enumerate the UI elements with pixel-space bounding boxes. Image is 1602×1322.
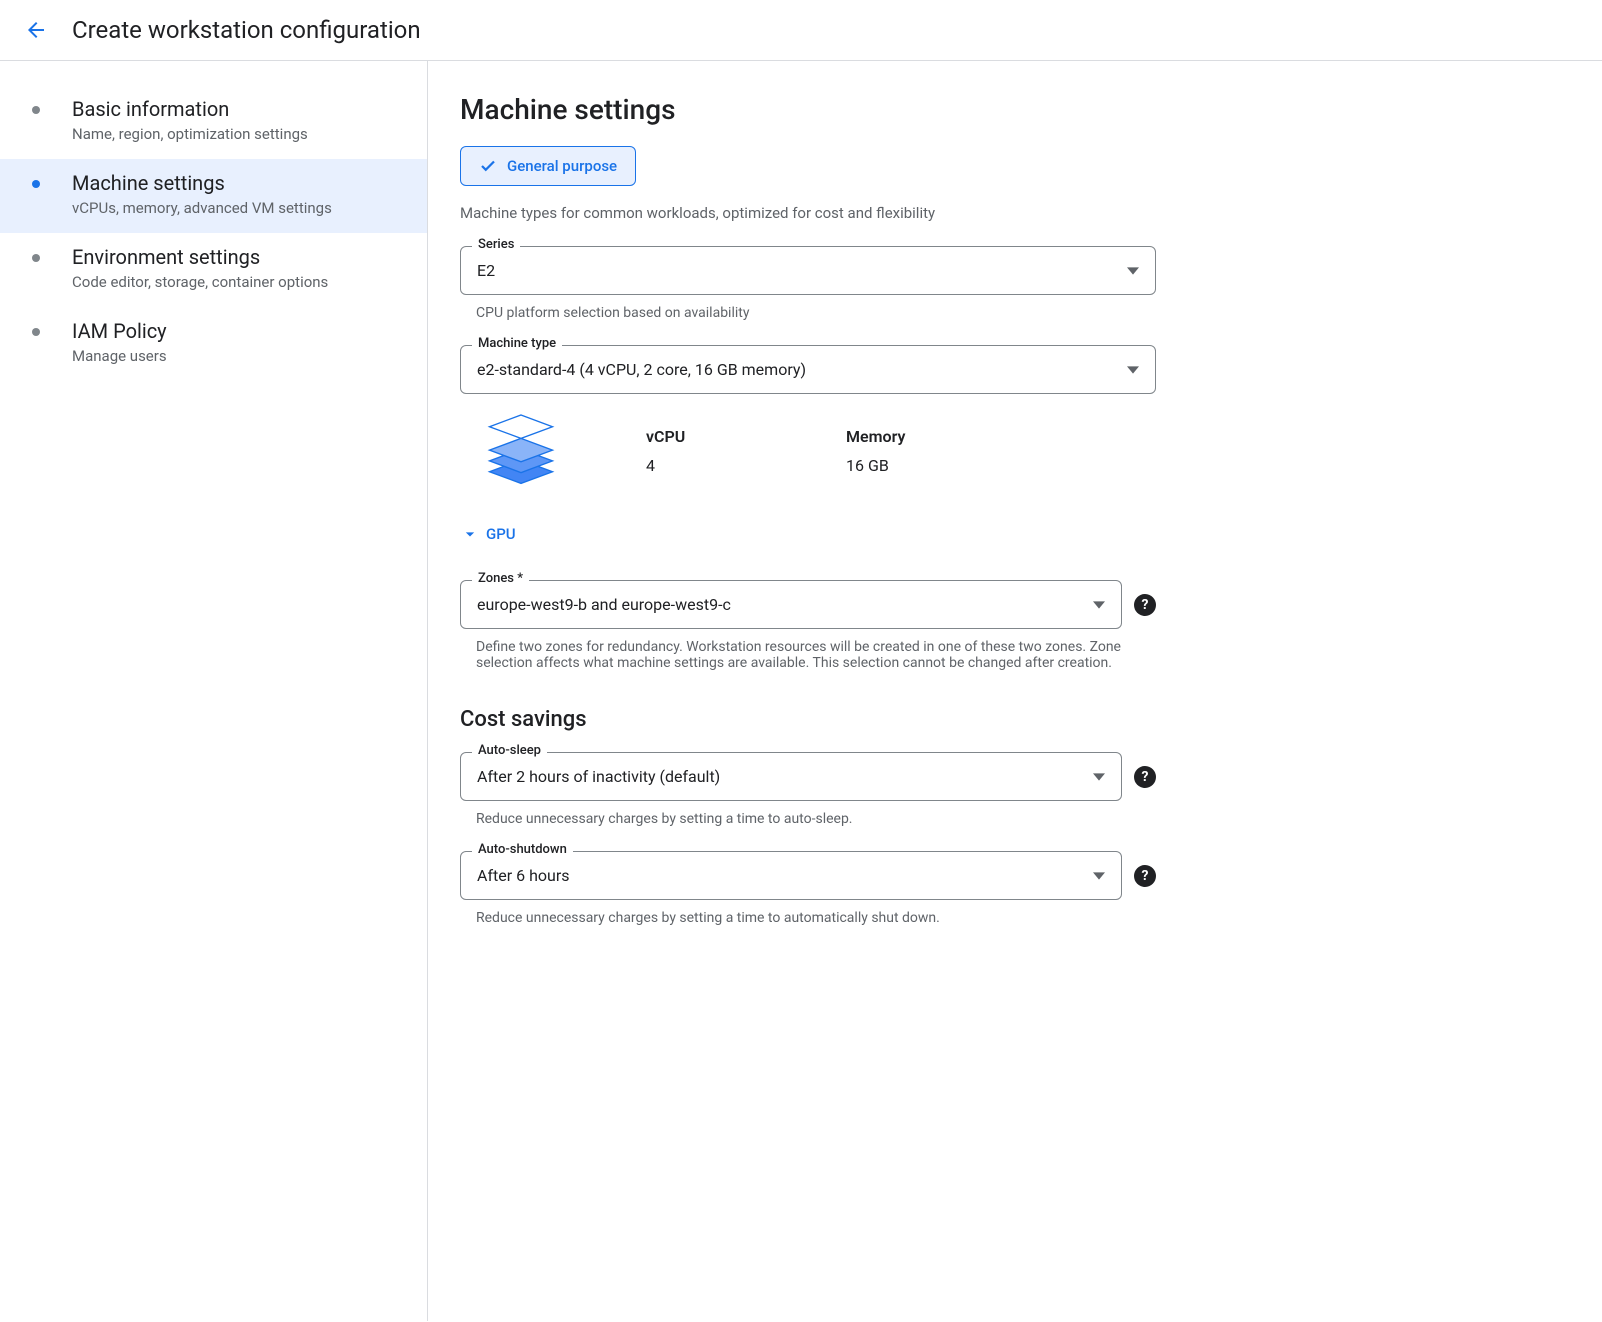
gpu-label: GPU xyxy=(486,525,516,543)
auto-sleep-field: Auto-sleep After 2 hours of inactivity (… xyxy=(460,752,1122,801)
nav-item-title: Machine settings xyxy=(72,171,403,195)
auto-shutdown-select[interactable]: After 6 hours xyxy=(460,851,1122,900)
vcpu-value: 4 xyxy=(646,456,766,475)
auto-shutdown-field: Auto-shutdown After 6 hours xyxy=(460,851,1122,900)
nav-item-subtitle: Manage users xyxy=(72,347,403,365)
nav-item-subtitle: Code editor, storage, container options xyxy=(72,273,403,291)
zones-select[interactable]: europe-west9-b and europe-west9-c xyxy=(460,580,1122,629)
nav-bullet-icon xyxy=(32,328,40,336)
zones-help-text: Define two zones for redundancy. Worksta… xyxy=(476,639,1156,671)
zones-help-icon[interactable]: ? xyxy=(1134,594,1156,616)
machine-type-description: Machine types for common workloads, opti… xyxy=(460,204,1156,222)
auto-shutdown-help-icon[interactable]: ? xyxy=(1134,865,1156,887)
auto-shutdown-value: After 6 hours xyxy=(477,866,570,885)
dropdown-caret-icon xyxy=(1127,364,1139,376)
auto-sleep-help-text: Reduce unnecessary charges by setting a … xyxy=(476,811,1156,827)
series-field: Series E2 xyxy=(460,246,1156,295)
machine-type-value: e2-standard-4 (4 vCPU, 2 core, 16 GB mem… xyxy=(477,360,806,379)
nav-environment-settings[interactable]: Environment settings Code editor, storag… xyxy=(0,233,427,307)
auto-sleep-value: After 2 hours of inactivity (default) xyxy=(477,767,720,786)
machine-type-field: Machine type e2-standard-4 (4 vCPU, 2 co… xyxy=(460,345,1156,394)
dropdown-caret-icon xyxy=(1093,599,1105,611)
back-arrow-icon[interactable] xyxy=(24,18,48,42)
nav-machine-settings[interactable]: Machine settings vCPUs, memory, advanced… xyxy=(0,159,427,233)
dropdown-caret-icon xyxy=(1093,870,1105,882)
series-select[interactable]: E2 xyxy=(460,246,1156,295)
stepper-sidebar: Basic information Name, region, optimiza… xyxy=(0,61,428,1321)
check-icon xyxy=(479,157,497,175)
chip-label: General purpose xyxy=(507,157,617,175)
page-title: Create workstation configuration xyxy=(72,16,421,44)
memory-value: 16 GB xyxy=(846,456,966,475)
nav-bullet-icon xyxy=(32,106,40,114)
page-header: Create workstation configuration xyxy=(0,0,1602,61)
auto-shutdown-row: Auto-shutdown After 6 hours ? xyxy=(460,851,1156,900)
cost-savings-heading: Cost savings xyxy=(460,707,1156,732)
auto-sleep-select[interactable]: After 2 hours of inactivity (default) xyxy=(460,752,1122,801)
dropdown-caret-icon xyxy=(1127,265,1139,277)
auto-shutdown-help-text: Reduce unnecessary charges by setting a … xyxy=(476,910,1156,926)
nav-item-subtitle: vCPUs, memory, advanced VM settings xyxy=(72,199,403,217)
nav-item-subtitle: Name, region, optimization settings xyxy=(72,125,403,143)
nav-item-title: Environment settings xyxy=(72,245,403,269)
dropdown-caret-icon xyxy=(1093,771,1105,783)
machine-settings-heading: Machine settings xyxy=(460,93,1156,126)
gpu-expander[interactable]: GPU xyxy=(460,524,516,544)
main-content: Machine settings General purpose Machine… xyxy=(428,61,1188,1321)
series-label: Series xyxy=(472,237,520,252)
auto-sleep-help-icon[interactable]: ? xyxy=(1134,766,1156,788)
machine-type-label: Machine type xyxy=(472,336,562,351)
nav-basic-information[interactable]: Basic information Name, region, optimiza… xyxy=(0,85,427,159)
general-purpose-chip[interactable]: General purpose xyxy=(460,146,636,186)
nav-iam-policy[interactable]: IAM Policy Manage users xyxy=(0,307,427,381)
zones-row: Zones * europe-west9-b and europe-west9-… xyxy=(460,580,1156,629)
nav-bullet-icon xyxy=(32,254,40,262)
nav-item-title: Basic information xyxy=(72,97,403,121)
nav-bullet-icon xyxy=(32,180,40,188)
machine-specs: vCPU 4 Memory 16 GB xyxy=(476,406,1156,496)
memory-label: Memory xyxy=(846,427,966,446)
stack-icon xyxy=(476,406,566,496)
auto-sleep-label: Auto-sleep xyxy=(472,743,547,758)
zones-value: europe-west9-b and europe-west9-c xyxy=(477,595,731,614)
chevron-down-icon xyxy=(460,524,480,544)
machine-type-select[interactable]: e2-standard-4 (4 vCPU, 2 core, 16 GB mem… xyxy=(460,345,1156,394)
vcpu-label: vCPU xyxy=(646,427,766,446)
auto-shutdown-label: Auto-shutdown xyxy=(472,842,573,857)
nav-item-title: IAM Policy xyxy=(72,319,403,343)
series-help-text: CPU platform selection based on availabi… xyxy=(476,305,1156,321)
series-value: E2 xyxy=(477,261,495,280)
zones-label: Zones * xyxy=(472,571,529,586)
zones-field: Zones * europe-west9-b and europe-west9-… xyxy=(460,580,1122,629)
auto-sleep-row: Auto-sleep After 2 hours of inactivity (… xyxy=(460,752,1156,801)
